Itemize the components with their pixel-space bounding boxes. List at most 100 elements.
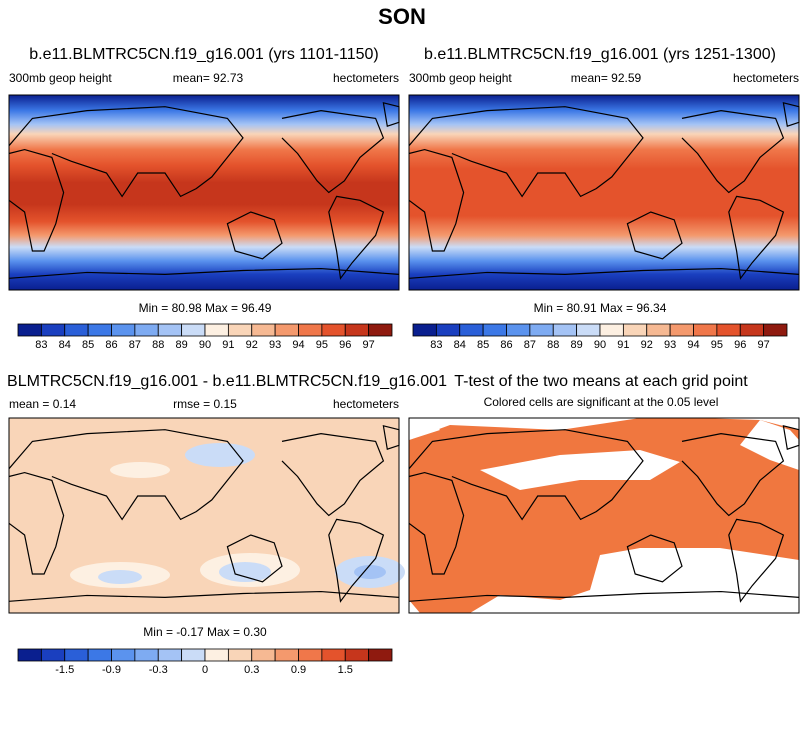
- colorbar-cell: [716, 323, 741, 337]
- colorbar-cell: [111, 323, 136, 337]
- colorbar-label: 88: [152, 339, 164, 351]
- colorbar-label: 96: [734, 339, 746, 351]
- colorbar-cell: [599, 323, 624, 337]
- panel-title: BLMTRC5CN.f19_g16.001 - b.e11.BLMTRC5CN.…: [7, 373, 447, 390]
- colorbar-cell: [204, 648, 229, 662]
- colorbar-label: 84: [454, 339, 466, 351]
- colorbar-cell: [321, 323, 346, 337]
- colorbar-label: 90: [594, 339, 606, 351]
- colorbar-cell: [344, 648, 370, 662]
- colorbar-label: 83: [430, 339, 442, 351]
- map: [408, 417, 800, 614]
- colorbar-label: 0.3: [244, 664, 259, 676]
- colorbar-cell: [134, 648, 159, 662]
- colorbar-cell: [763, 323, 788, 337]
- colorbar-label: 0.9: [291, 664, 306, 676]
- colorbar-cell: [576, 323, 601, 337]
- colorbar-label: 94: [292, 339, 304, 351]
- colorbar-label: 94: [687, 339, 699, 351]
- colorbar-label: 87: [524, 339, 536, 351]
- panel-units: hectometers: [333, 397, 399, 411]
- colorbar-label: 91: [617, 339, 629, 351]
- min-max: Min = 80.91 Max = 96.34: [534, 301, 667, 315]
- colorbar-cell: [87, 648, 112, 662]
- map: [408, 94, 800, 291]
- colorbar-cell: [693, 323, 718, 337]
- colorbar-cell: [64, 648, 89, 662]
- colorbar-label: -0.3: [149, 664, 168, 676]
- colorbar-cell: [529, 323, 554, 337]
- colorbar-label: 93: [664, 339, 676, 351]
- min-max: Min = -0.17 Max = 0.30: [143, 625, 267, 639]
- colorbar-label: 85: [82, 339, 94, 351]
- colorbar-cell: [274, 648, 299, 662]
- panel-rmse: rmse = 0.15: [173, 397, 237, 411]
- map: [8, 94, 400, 291]
- panel-title: T-test of the two means at each grid poi…: [454, 373, 748, 390]
- colorbar-label: 96: [339, 339, 351, 351]
- colorbar-label: 93: [269, 339, 281, 351]
- colorbar-label: 92: [641, 339, 653, 351]
- panel-subtitle: Colored cells are significant at the 0.0…: [484, 395, 719, 409]
- panel-left-label: 300mb geop height: [409, 71, 512, 85]
- colorbar-label: 91: [222, 339, 234, 351]
- map: [8, 417, 405, 614]
- panel-title: b.e11.BLMTRC5CN.f19_g16.001 (yrs 1101-11…: [29, 46, 379, 63]
- colorbar-cell: [274, 323, 299, 337]
- colorbar-cell: [157, 648, 183, 662]
- colorbar-label: 85: [477, 339, 489, 351]
- colorbar-cell: [227, 323, 253, 337]
- colorbar-label: 89: [571, 339, 583, 351]
- colorbar-cell: [40, 323, 66, 337]
- colorbar-cell: [368, 648, 393, 662]
- colorbar-cell: [251, 323, 276, 337]
- panel-mean: mean = 0.14: [9, 397, 76, 411]
- colorbar-cell: [181, 648, 206, 662]
- colorbar-cell: [435, 323, 461, 337]
- colorbar-cell: [552, 323, 578, 337]
- colorbar-cell: [40, 648, 66, 662]
- colorbar-label: 88: [547, 339, 559, 351]
- colorbar-label: 86: [500, 339, 512, 351]
- panel-mean: mean= 92.73: [173, 71, 244, 85]
- colorbar-cell: [506, 323, 531, 337]
- colorbar-cell: [181, 323, 206, 337]
- colorbar-cell: [669, 323, 694, 337]
- colorbar-cell: [482, 323, 507, 337]
- colorbar-label: 89: [176, 339, 188, 351]
- colorbar-label: -0.9: [102, 664, 121, 676]
- colorbar-label: 1.5: [338, 664, 353, 676]
- colorbar-label: 83: [35, 339, 47, 351]
- colorbar-cell: [739, 323, 765, 337]
- colorbar-label: 0: [202, 664, 208, 676]
- colorbar-cell: [64, 323, 89, 337]
- colorbar-cell: [368, 323, 393, 337]
- colorbar-label: 87: [129, 339, 141, 351]
- panel-title: b.e11.BLMTRC5CN.f19_g16.001 (yrs 1251-13…: [424, 46, 776, 63]
- colorbar-cell: [646, 323, 671, 337]
- colorbar-cell: [622, 323, 648, 337]
- colorbar-cell: [298, 648, 323, 662]
- panel-units: hectometers: [333, 71, 399, 85]
- colorbar-cell: [17, 323, 42, 337]
- colorbar-label: 92: [246, 339, 258, 351]
- colorbar-label: 97: [363, 339, 375, 351]
- colorbar-cell: [227, 648, 253, 662]
- colorbar-cell: [111, 648, 136, 662]
- colorbar-label: 86: [105, 339, 117, 351]
- colorbar-cell: [134, 323, 159, 337]
- colorbar-cell: [412, 323, 437, 337]
- colorbar-cell: [344, 323, 370, 337]
- colorbar-cell: [251, 648, 276, 662]
- colorbar-cell: [87, 323, 112, 337]
- colorbar-label: 90: [199, 339, 211, 351]
- colorbar-cell: [204, 323, 229, 337]
- panel-mean: mean= 92.59: [571, 71, 642, 85]
- panel-left-label: 300mb geop height: [9, 71, 112, 85]
- colorbar-cell: [157, 323, 183, 337]
- figure-title: SON: [378, 4, 426, 29]
- colorbar-cell: [459, 323, 484, 337]
- min-max: Min = 80.98 Max = 96.49: [139, 301, 272, 315]
- colorbar-label: -1.5: [55, 664, 74, 676]
